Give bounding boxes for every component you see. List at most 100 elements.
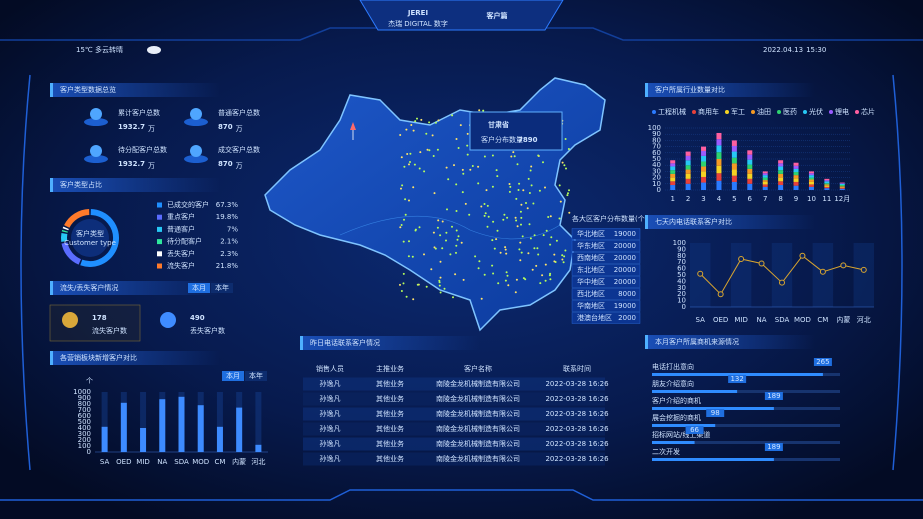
- table-header: 主推业务: [376, 364, 404, 373]
- y-tick-label: 90: [652, 130, 661, 138]
- map-dot: [542, 161, 544, 164]
- map-dot: [452, 296, 454, 299]
- y-tick-label: 10: [652, 180, 661, 188]
- table-cell: 2022-03-28 16:26: [545, 380, 609, 388]
- bar: [652, 407, 774, 410]
- tab[interactable]: [211, 283, 233, 293]
- bar-segment: [839, 186, 845, 187]
- pie-value-label: 21.8%: [216, 262, 239, 270]
- bar-segment: [685, 169, 691, 174]
- map-dot: [495, 169, 498, 172]
- bar-segment: [731, 175, 737, 182]
- map-dot: [515, 219, 518, 222]
- map-dot: [514, 216, 517, 219]
- map-dot: [441, 220, 444, 223]
- x-tick-label: 1: [670, 195, 674, 203]
- map-dot: [520, 251, 523, 254]
- bar-segment: [808, 177, 814, 180]
- panel-title-mark: [645, 215, 648, 229]
- map-dot: [451, 114, 454, 117]
- table-row: [303, 377, 605, 391]
- map-dot: [453, 164, 455, 167]
- x-tick-label: 8: [778, 195, 782, 203]
- map-dot: [505, 271, 508, 274]
- map-dot: [517, 189, 520, 191]
- region-name: 港澳台地区: [577, 313, 612, 322]
- map-dot: [545, 229, 548, 232]
- stat-icon-base: [84, 118, 108, 126]
- map-dot: [430, 268, 433, 271]
- table-header: 联系时间: [563, 364, 591, 373]
- x-tick-label: 3: [701, 195, 705, 203]
- map-dot: [439, 260, 442, 263]
- map-dots: [399, 109, 571, 301]
- bar-segment: [808, 173, 814, 176]
- bar-segment: [701, 176, 707, 183]
- stat-unit: 万: [148, 162, 155, 170]
- map-dot: [407, 255, 410, 258]
- map-dot: [537, 154, 540, 157]
- y-tick-label: 1000: [73, 388, 91, 396]
- loss-icon: [62, 312, 78, 328]
- region-row: [571, 312, 641, 324]
- map-dot: [519, 259, 522, 262]
- map-dot: [406, 153, 409, 155]
- map-dot: [486, 225, 489, 228]
- bar-segment: [839, 183, 845, 186]
- table-cell: 2022-03-28 16:26: [545, 440, 609, 448]
- map-dot: [506, 216, 509, 219]
- table-cell: 孙逸凡: [320, 439, 341, 448]
- map-dot: [516, 163, 519, 166]
- map-dot: [567, 192, 569, 195]
- bar-segment: [778, 170, 784, 174]
- bar-segment: [824, 180, 830, 182]
- stat-value: 870: [218, 160, 233, 168]
- line-point: [860, 266, 867, 273]
- map-dot: [520, 203, 523, 206]
- bar-segment: [716, 145, 722, 153]
- map-dot: [412, 186, 415, 189]
- map-dot: [533, 234, 536, 237]
- map-dot: [400, 224, 403, 226]
- x-tick-label: MOD: [192, 458, 209, 466]
- map-dot: [487, 215, 490, 218]
- tab[interactable]: [188, 283, 210, 293]
- map-dot: [478, 109, 481, 112]
- stat-icon: [190, 108, 202, 120]
- pie-value-label: 7%: [227, 225, 238, 233]
- tab[interactable]: [222, 371, 244, 381]
- tab[interactable]: [245, 371, 267, 381]
- map-dot: [549, 215, 552, 218]
- map-dot: [478, 260, 481, 263]
- table-row: [303, 422, 605, 436]
- map-dot: [518, 182, 521, 185]
- table-cell: 2022-03-28 16:26: [545, 410, 609, 418]
- table-cell: 其他业务: [376, 379, 404, 388]
- bar-segment: [701, 182, 707, 190]
- bar: [178, 396, 185, 452]
- legend-swatch: [157, 214, 162, 220]
- table-cell: 2022-03-28 16:26: [545, 425, 609, 433]
- map-dot: [434, 121, 437, 124]
- y-tick-label: 60: [677, 265, 686, 273]
- map-dot: [461, 191, 464, 194]
- bar: [652, 390, 738, 393]
- map-dot: [496, 175, 499, 178]
- bar-label: 展会挖掘的商机: [652, 413, 701, 422]
- map-dot: [432, 231, 435, 234]
- bar-track: [216, 392, 223, 452]
- y-tick-label: 200: [78, 436, 91, 444]
- bar-label: 客户介绍的商机: [652, 396, 701, 405]
- map-dot: [447, 178, 450, 181]
- bar-segment: [778, 185, 784, 190]
- logo-sub: 杰瑞 DIGITAL 数字: [388, 19, 448, 28]
- panel-title-mark: [300, 336, 303, 350]
- value-label: 265: [816, 358, 829, 366]
- x-tick-label: 河北: [857, 316, 871, 324]
- panel-title-mark: [50, 351, 53, 365]
- bar-segment: [716, 165, 722, 174]
- map-dot: [541, 274, 544, 277]
- bar-segment: [670, 173, 676, 178]
- y-tick-label: 40: [652, 161, 661, 169]
- map-dot: [542, 234, 545, 237]
